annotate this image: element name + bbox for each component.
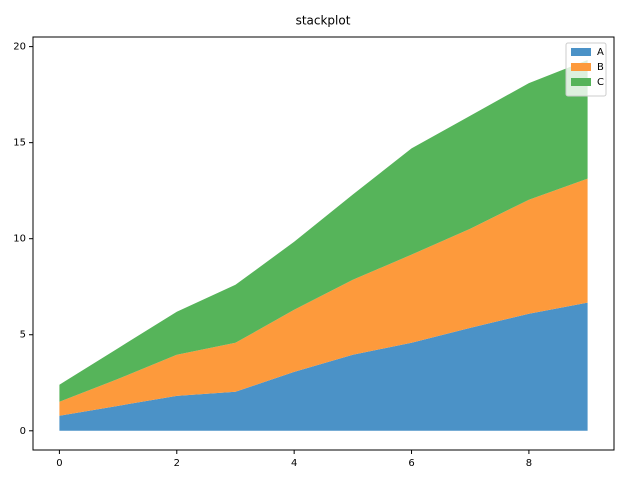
legend-label: A [597, 47, 604, 58]
x-tick-label: 4 [291, 458, 297, 469]
x-tick-label: 0 [56, 458, 62, 469]
legend-label: B [597, 62, 604, 73]
legend-swatch [571, 78, 591, 86]
y-tick-label: 0 [20, 426, 26, 437]
area [59, 178, 588, 416]
y-tick-label: 15 [13, 138, 26, 149]
y-tick-label: 10 [13, 234, 26, 245]
y-tick-label: 5 [20, 330, 26, 341]
legend: ABC [565, 42, 607, 97]
area [59, 60, 588, 402]
plot-frame [32, 36, 615, 451]
area [59, 302, 588, 431]
y-tick-label: 20 [13, 42, 26, 53]
legend-swatch [571, 48, 591, 56]
x-tick-label: 2 [174, 458, 180, 469]
x-tick-label: 8 [526, 458, 532, 469]
legend-label: C [597, 77, 604, 88]
x-tick-label: 6 [408, 458, 414, 469]
chart-title: stackplot [296, 14, 351, 28]
legend-swatch [571, 63, 591, 71]
